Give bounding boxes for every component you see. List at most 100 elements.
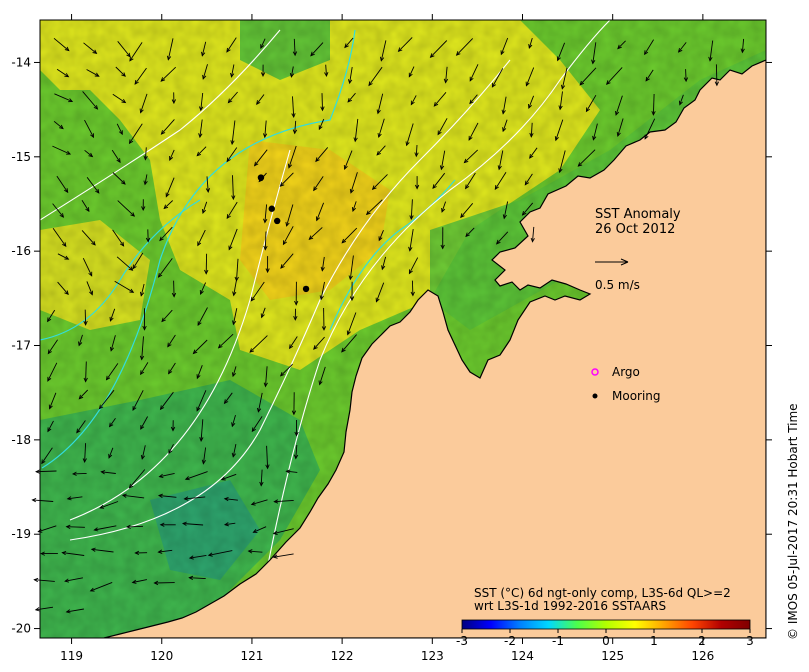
current-arrow xyxy=(437,118,448,135)
current-arrowhead xyxy=(524,180,530,186)
current-arrow xyxy=(106,363,119,380)
current-arrowhead xyxy=(31,497,37,503)
current-arrow xyxy=(313,176,324,191)
current-arrowhead xyxy=(279,182,285,187)
current-arrow xyxy=(273,528,294,535)
vector-scale: 0.5 m/s xyxy=(595,258,640,292)
current-arrow xyxy=(193,339,208,354)
current-arrow xyxy=(115,66,126,77)
current-arrowhead xyxy=(410,291,415,297)
current-arrowhead xyxy=(230,72,235,78)
y-axis: -14 -15 -16 -17 -18 -19 -20 xyxy=(11,55,772,636)
current-arrow xyxy=(378,230,384,241)
current-arrowhead xyxy=(714,81,720,87)
current-arrow xyxy=(91,548,114,553)
current-arrowhead xyxy=(247,549,253,554)
current-arrowhead xyxy=(250,296,256,302)
current-arrowhead xyxy=(143,155,148,161)
current-arrow xyxy=(354,118,359,142)
current-arrow xyxy=(375,282,385,302)
current-arrow xyxy=(280,363,293,377)
current-arrowhead xyxy=(161,317,166,323)
current-arrow xyxy=(561,67,568,89)
current-arrow xyxy=(644,118,656,139)
current-arrowhead xyxy=(252,529,258,533)
current-arrowhead xyxy=(320,266,325,272)
current-arrow xyxy=(381,256,387,270)
current-arrowhead xyxy=(315,157,320,163)
current-arrowhead xyxy=(606,80,611,85)
current-arrow xyxy=(321,256,325,271)
current-arrow xyxy=(90,581,113,592)
current-arrow xyxy=(224,392,233,404)
current-arrow xyxy=(469,64,479,81)
current-arrow xyxy=(231,120,236,145)
current-arrow xyxy=(377,93,384,114)
mooring-marker xyxy=(302,285,310,293)
current-arrow xyxy=(81,230,96,246)
current-arrowhead xyxy=(88,152,94,158)
current-arrow xyxy=(100,501,119,509)
current-arrow xyxy=(290,66,294,77)
current-arrowhead xyxy=(142,325,147,331)
argo-marker xyxy=(591,368,599,376)
current-arrow xyxy=(586,94,597,112)
current-arrow xyxy=(132,390,144,411)
current-arrow xyxy=(319,366,326,385)
current-arrow xyxy=(248,550,263,553)
current-arrow xyxy=(47,362,58,382)
current-arrowhead xyxy=(41,459,46,465)
current-arrowhead xyxy=(525,81,530,87)
x-tick-label: 122 xyxy=(331,649,354,663)
current-arrowhead xyxy=(217,343,223,349)
current-arrow xyxy=(349,255,354,280)
current-arrow xyxy=(52,145,71,155)
current-arrow xyxy=(294,120,297,134)
current-arrowhead xyxy=(130,212,136,217)
current-arrow xyxy=(456,38,474,56)
current-arrowhead xyxy=(282,240,287,246)
current-arrow xyxy=(579,67,597,86)
current-arrow xyxy=(168,362,176,374)
current-arrow xyxy=(62,552,85,556)
current-arrow xyxy=(380,40,387,61)
current-arrow xyxy=(368,66,383,86)
scale-arrowhead xyxy=(620,258,629,266)
current-arrowhead xyxy=(183,496,189,501)
current-arrow xyxy=(559,91,563,110)
current-arrowhead xyxy=(89,587,95,592)
current-arrowhead xyxy=(468,135,473,141)
current-arrowhead xyxy=(201,208,207,214)
current-arrowhead xyxy=(171,292,177,298)
current-arrowhead xyxy=(159,236,164,242)
current-arrowhead xyxy=(48,404,53,410)
credit-line: © IMOS 05-Jul-2017 20:31 Hobart Time xyxy=(786,403,800,640)
current-arrowhead xyxy=(250,501,256,506)
current-arrowhead xyxy=(62,242,67,248)
current-arrowhead xyxy=(188,555,194,560)
current-arrow xyxy=(352,201,357,212)
current-arrowhead xyxy=(207,552,213,557)
map-date: 26 Oct 2012 xyxy=(595,222,675,237)
current-arrowhead xyxy=(160,77,166,82)
current-arrowhead xyxy=(134,550,140,556)
current-arrowhead xyxy=(347,97,352,103)
current-arrowhead xyxy=(132,406,137,412)
current-vectors xyxy=(31,37,745,614)
current-arrowhead xyxy=(293,315,298,321)
current-arrowhead xyxy=(521,210,527,216)
current-arrow xyxy=(372,174,388,190)
current-arrow xyxy=(47,309,56,322)
land-mass xyxy=(103,59,766,638)
current-arrow xyxy=(200,419,204,441)
y-tick-label: -14 xyxy=(11,55,31,69)
current-arrowhead xyxy=(35,469,40,474)
current-arrow xyxy=(524,173,533,185)
current-arrow xyxy=(378,118,385,138)
current-arrowhead xyxy=(134,80,139,85)
x-tick-label: 119 xyxy=(60,649,83,663)
current-arrowhead xyxy=(47,427,52,433)
current-arrowhead xyxy=(91,240,96,246)
current-arrow xyxy=(109,418,116,427)
current-arrowhead xyxy=(64,255,70,260)
